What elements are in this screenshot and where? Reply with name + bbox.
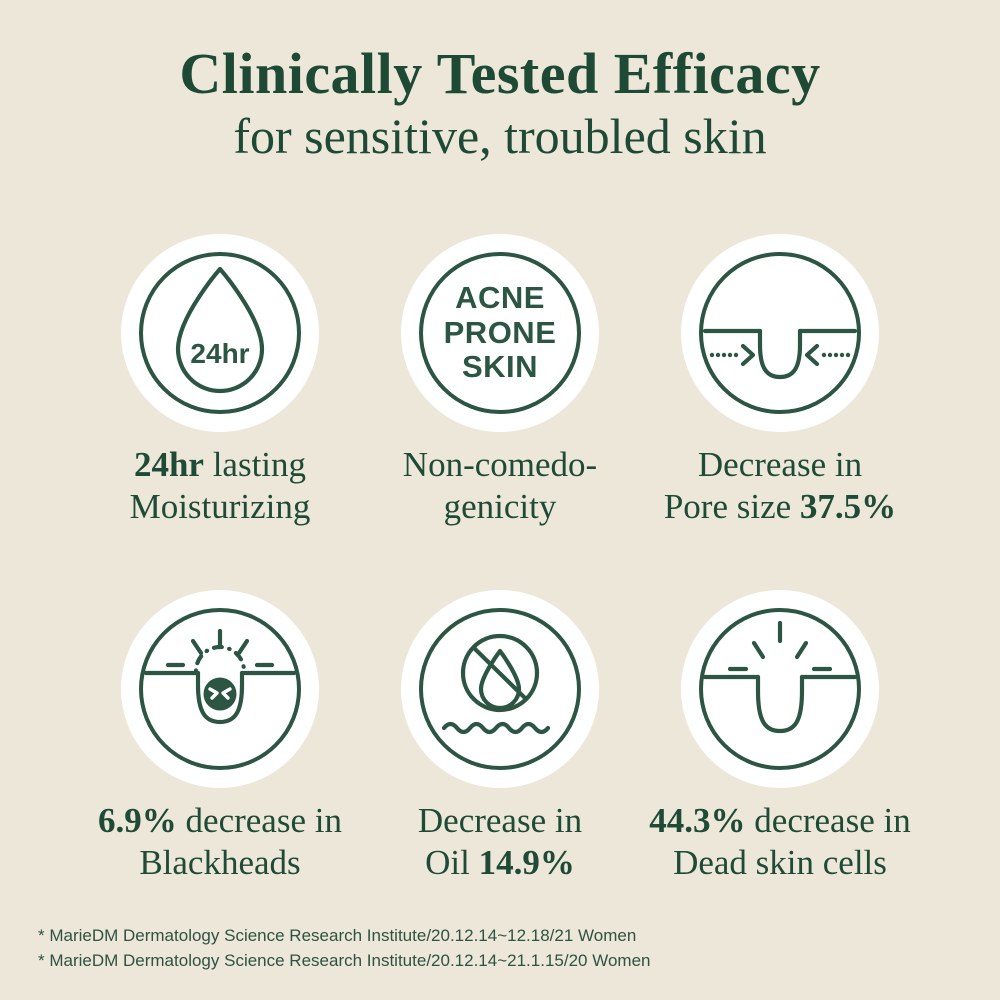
page-title: Clinically Tested Efficacy bbox=[179, 41, 821, 106]
benefit-circle bbox=[681, 233, 879, 432]
caption-line: Decrease in bbox=[417, 800, 583, 840]
caption-line: 6.9% decrease in bbox=[98, 800, 342, 840]
caption-line: Decrease in bbox=[697, 444, 863, 484]
caption-line: 44.3% decrease in bbox=[649, 800, 911, 840]
caption-line: Pore size 37.5% bbox=[663, 486, 897, 526]
water-drop-24hr-icon: 24hr bbox=[139, 251, 301, 414]
footnotes: * MarieDM Dermatology Science Research I… bbox=[38, 923, 650, 973]
benefit-circle bbox=[121, 589, 319, 788]
benefit-card-pore-size: Decrease in Pore size 37.5% bbox=[640, 233, 920, 528]
caption-line: Moisturizing bbox=[129, 486, 311, 526]
caption-line: Dead skin cells bbox=[673, 842, 887, 882]
footnote-line: * MarieDM Dermatology Science Research I… bbox=[38, 926, 637, 945]
benefit-circle: ACNE PRONE SKIN bbox=[401, 233, 599, 432]
benefit-caption: 6.9% decrease in Blackheads bbox=[98, 800, 342, 884]
benefit-caption: Decrease in Oil 14.9% bbox=[418, 800, 582, 884]
footnote-line: * MarieDM Dermatology Science Research I… bbox=[38, 951, 651, 970]
24hr-label: 24hr bbox=[190, 338, 249, 369]
benefit-caption: 44.3% decrease in Dead skin cells bbox=[649, 800, 910, 884]
acne-prone-skin-label: ACNE PRONE SKIN bbox=[443, 279, 557, 385]
pore-shrink-icon bbox=[699, 251, 861, 414]
caption-line: Blackheads bbox=[139, 842, 301, 882]
benefit-caption: 24hr lasting Moisturizing bbox=[130, 444, 311, 528]
benefit-card-dead-skin: 44.3% decrease in Dead skin cells bbox=[640, 589, 920, 884]
no-oil-icon bbox=[419, 607, 581, 770]
header: Clinically Tested Efficacy for sensitive… bbox=[0, 0, 1000, 164]
benefit-card-moisturizing: 24hr 24hr lasting Moisturizing bbox=[80, 233, 360, 528]
benefit-circle bbox=[681, 589, 879, 788]
benefit-circle bbox=[401, 589, 599, 788]
caption-line: genicity bbox=[443, 486, 557, 526]
benefit-card-oil: Decrease in Oil 14.9% bbox=[360, 589, 640, 884]
dead-skin-cells-icon bbox=[699, 607, 861, 770]
caption-line: Oil 14.9% bbox=[425, 842, 575, 882]
benefit-caption: Decrease in Pore size 37.5% bbox=[664, 444, 896, 528]
acne-prone-skin-badge-icon bbox=[419, 251, 581, 414]
benefit-circle: 24hr bbox=[121, 233, 319, 432]
caption-line: Non-comedo- bbox=[402, 444, 598, 484]
page-subtitle: for sensitive, troubled skin bbox=[233, 107, 767, 164]
caption-line: 24hr lasting bbox=[133, 444, 307, 484]
benefit-caption: Non-comedo- genicity bbox=[403, 444, 597, 528]
benefit-card-blackheads: 6.9% decrease in Blackheads bbox=[80, 589, 360, 884]
blackhead-icon bbox=[139, 607, 301, 770]
benefits-grid: 24hr 24hr lasting Moisturizing ACNE PRON… bbox=[80, 233, 920, 884]
benefit-card-non-comedogenicity: ACNE PRONE SKIN Non-comedo- genicity bbox=[360, 233, 640, 528]
